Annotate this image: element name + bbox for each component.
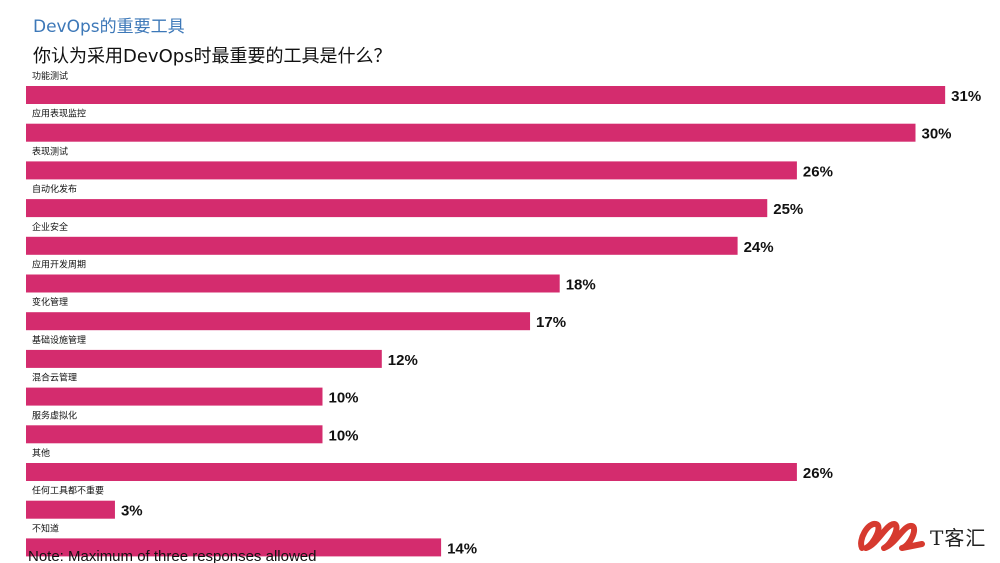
value-label: 30% (922, 126, 952, 143)
bar (26, 161, 797, 180)
brand-logo: T客汇 (856, 514, 996, 556)
bar (26, 538, 442, 557)
bar (26, 349, 382, 368)
value-label: 12% (388, 352, 418, 369)
value-label: 17% (536, 314, 566, 331)
category-label: 不知道 (32, 522, 59, 534)
category-label: 企业安全 (32, 221, 68, 233)
chart-question: 你认为采用DevOps时最重要的工具是什么？ (33, 46, 392, 67)
value-label: 26% (803, 163, 833, 180)
value-label: 26% (803, 465, 833, 482)
bar (26, 236, 738, 255)
bar (26, 312, 531, 331)
category-label: 服务虚拟化 (32, 409, 77, 421)
bar (26, 123, 916, 142)
value-label: 3% (121, 503, 143, 520)
value-label: 24% (744, 239, 774, 256)
bar (26, 387, 323, 406)
logo-mark-icon (858, 520, 925, 551)
slide-title: DevOps的重要工具 (33, 17, 185, 37)
bar (26, 463, 797, 481)
category-label: 应用开发周期 (32, 259, 86, 271)
footnote: Note: Maximum of three responses allowed (28, 548, 317, 563)
category-label: 任何工具都不重要 (32, 485, 104, 497)
bar (26, 274, 560, 293)
bar (26, 199, 768, 218)
bar (26, 86, 946, 104)
value-label: 14% (447, 540, 477, 557)
bar (26, 425, 323, 444)
value-label: 18% (566, 277, 596, 294)
value-label: 25% (773, 201, 803, 218)
category-label: 其他 (32, 447, 50, 459)
category-label: 功能测试 (32, 70, 68, 82)
value-label: 10% (329, 390, 359, 407)
category-label: 应用表现监控 (32, 108, 86, 120)
logo-text: T客汇 (930, 526, 987, 550)
category-label: 自动化发布 (32, 183, 77, 195)
category-label: 混合云管理 (32, 372, 77, 384)
category-label: 表现测试 (32, 145, 68, 157)
bar (26, 500, 115, 519)
value-label: 31% (951, 88, 981, 105)
category-label: 基础设施管理 (32, 334, 86, 346)
value-label: 10% (329, 427, 359, 444)
category-label: 变化管理 (32, 296, 68, 308)
